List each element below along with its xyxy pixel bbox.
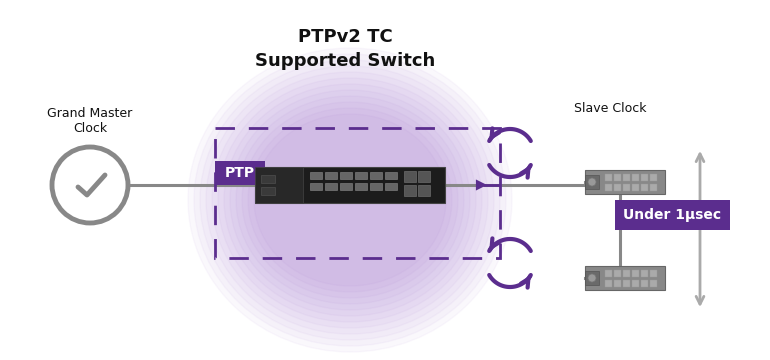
FancyBboxPatch shape (370, 183, 382, 190)
FancyBboxPatch shape (632, 280, 639, 287)
FancyBboxPatch shape (605, 280, 612, 287)
FancyBboxPatch shape (650, 184, 657, 191)
FancyBboxPatch shape (325, 172, 337, 179)
FancyBboxPatch shape (255, 167, 445, 203)
Text: PTP: PTP (225, 166, 255, 180)
FancyBboxPatch shape (605, 184, 612, 191)
Text: Under 1μsec: Under 1μsec (624, 208, 721, 222)
FancyBboxPatch shape (340, 172, 352, 179)
FancyBboxPatch shape (325, 183, 337, 190)
FancyBboxPatch shape (623, 280, 630, 287)
FancyBboxPatch shape (585, 175, 599, 189)
FancyBboxPatch shape (632, 270, 639, 277)
FancyBboxPatch shape (623, 174, 630, 181)
FancyBboxPatch shape (261, 175, 275, 183)
FancyBboxPatch shape (355, 183, 367, 190)
FancyBboxPatch shape (404, 185, 416, 196)
FancyBboxPatch shape (261, 187, 275, 195)
FancyBboxPatch shape (255, 167, 303, 203)
FancyBboxPatch shape (585, 266, 665, 290)
FancyBboxPatch shape (623, 184, 630, 191)
FancyBboxPatch shape (418, 171, 430, 182)
FancyBboxPatch shape (215, 161, 265, 185)
FancyBboxPatch shape (585, 271, 599, 285)
FancyBboxPatch shape (632, 174, 639, 181)
FancyBboxPatch shape (614, 270, 621, 277)
Circle shape (588, 178, 596, 186)
FancyBboxPatch shape (585, 170, 665, 194)
Circle shape (588, 274, 596, 282)
FancyBboxPatch shape (404, 171, 416, 182)
Text: Supported Switch: Supported Switch (255, 52, 435, 70)
FancyBboxPatch shape (641, 184, 648, 191)
FancyBboxPatch shape (641, 270, 648, 277)
FancyBboxPatch shape (614, 280, 621, 287)
FancyBboxPatch shape (641, 174, 648, 181)
FancyBboxPatch shape (310, 172, 322, 179)
FancyBboxPatch shape (385, 172, 397, 179)
FancyBboxPatch shape (615, 200, 730, 230)
FancyBboxPatch shape (370, 172, 382, 179)
FancyBboxPatch shape (355, 172, 367, 179)
Text: Grand Master
Clock: Grand Master Clock (48, 107, 132, 135)
FancyBboxPatch shape (614, 184, 621, 191)
FancyBboxPatch shape (605, 174, 612, 181)
FancyBboxPatch shape (641, 280, 648, 287)
FancyBboxPatch shape (650, 270, 657, 277)
FancyBboxPatch shape (385, 183, 397, 190)
FancyBboxPatch shape (632, 184, 639, 191)
FancyBboxPatch shape (340, 183, 352, 190)
FancyBboxPatch shape (418, 185, 430, 196)
FancyBboxPatch shape (623, 270, 630, 277)
FancyBboxPatch shape (605, 270, 612, 277)
FancyBboxPatch shape (650, 280, 657, 287)
Text: PTPv2 TC: PTPv2 TC (298, 28, 393, 46)
FancyBboxPatch shape (614, 174, 621, 181)
FancyBboxPatch shape (310, 183, 322, 190)
Text: Slave Clock: Slave Clock (574, 102, 646, 115)
FancyBboxPatch shape (650, 174, 657, 181)
